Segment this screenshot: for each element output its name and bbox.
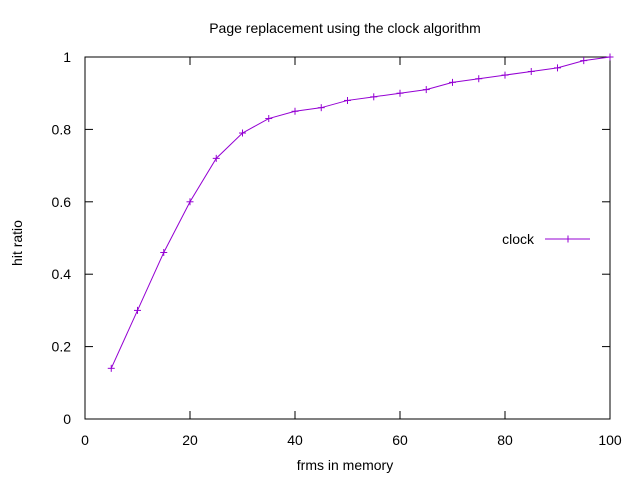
x-tick-label: 0	[81, 432, 89, 448]
data-point	[186, 198, 194, 206]
data-point	[370, 93, 378, 101]
data-point	[501, 71, 509, 79]
data-point	[134, 306, 141, 314]
data-point	[580, 57, 588, 65]
data-point	[527, 67, 535, 75]
x-tick-label: 100	[598, 432, 622, 448]
data-point	[317, 104, 325, 112]
y-tick-label: 0	[63, 411, 71, 427]
legend-label-clock: clock	[502, 231, 535, 247]
series-clock	[107, 53, 614, 372]
data-point	[475, 75, 483, 83]
legend-sample-clock	[545, 235, 590, 243]
x-tick-label: 40	[287, 432, 303, 448]
axis-tick-labels: 0 20 40 60 80 100 0 0.2 0.4 0.6 0.8 1	[52, 49, 622, 448]
data-point	[239, 129, 246, 137]
data-point	[160, 248, 168, 256]
data-point	[344, 96, 351, 104]
y-tick-label: 0.2	[52, 339, 72, 355]
chart-title: Page replacement using the clock algorit…	[209, 20, 481, 36]
data-point	[422, 86, 430, 94]
y-tick-label: 0.4	[52, 266, 72, 282]
data-point	[449, 78, 456, 86]
data-point	[107, 364, 115, 372]
plot-frame	[84, 56, 611, 420]
data-point	[265, 115, 273, 123]
series-line-clock	[110, 56, 611, 369]
x-tick-label: 20	[182, 432, 198, 448]
y-tick-label: 0.8	[52, 121, 72, 137]
y-tick-label: 0.6	[52, 194, 72, 210]
data-point	[554, 64, 561, 72]
x-tick-label: 60	[392, 432, 408, 448]
y-axis-label: hit ratio	[9, 220, 25, 266]
legend: clock	[502, 231, 590, 247]
y-tick-label: 1	[63, 49, 71, 65]
data-point	[396, 89, 404, 97]
data-point	[212, 154, 220, 162]
x-axis-label: frms in memory	[297, 457, 393, 473]
x-tick-label: 80	[497, 432, 513, 448]
data-point	[606, 53, 614, 61]
data-point	[291, 107, 299, 115]
